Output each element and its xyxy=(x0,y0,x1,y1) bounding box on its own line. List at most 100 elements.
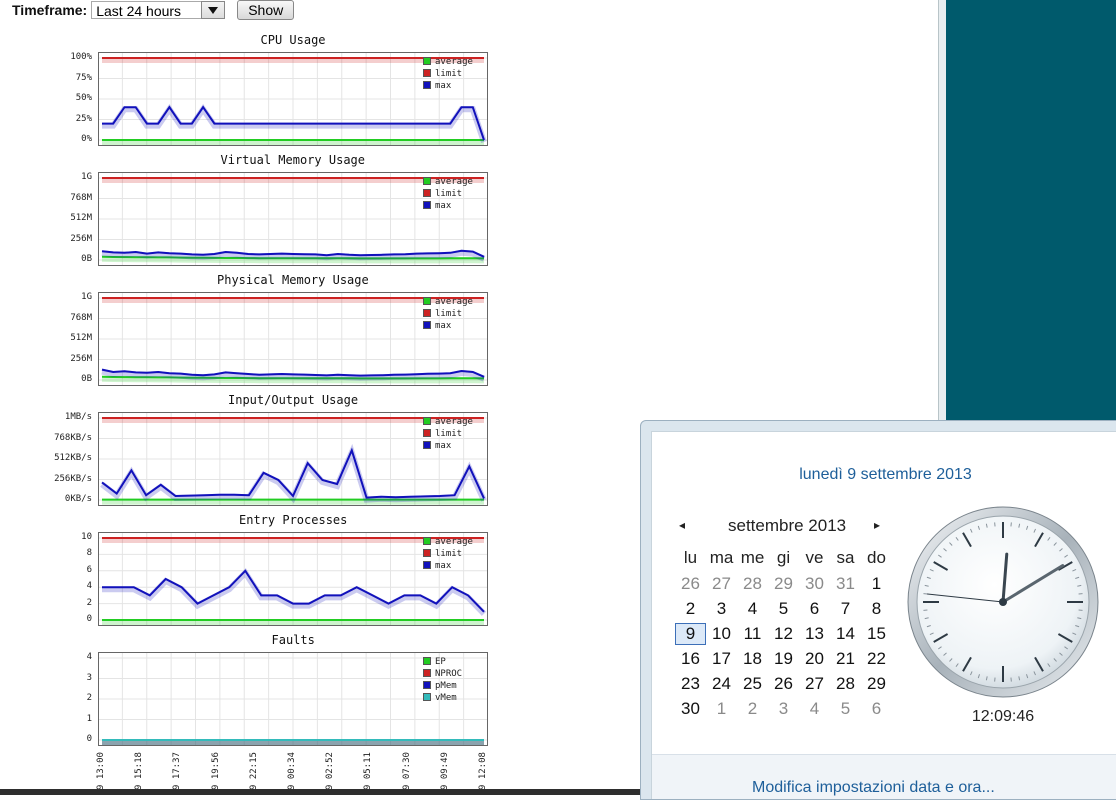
flyout-body: lunedì 9 settembre 2013 ◂ settembre 2013… xyxy=(651,431,1116,799)
calendar-day[interactable]: 28 xyxy=(830,673,861,695)
next-month-icon[interactable]: ▸ xyxy=(874,518,880,532)
calendar-day[interactable]: 31 xyxy=(830,573,861,595)
legend-label: limit xyxy=(435,549,462,559)
calendar-day[interactable]: 14 xyxy=(830,623,861,645)
calendar-day[interactable]: 16 xyxy=(675,648,706,670)
calendar-day[interactable]: 2 xyxy=(675,598,706,620)
calendar-day[interactable]: 29 xyxy=(861,673,892,695)
calendar-day[interactable]: 5 xyxy=(830,698,861,720)
y-tick-label: 8 xyxy=(2,548,92,558)
y-tick-label: 4 xyxy=(2,581,92,591)
calendar-day[interactable]: 20 xyxy=(799,648,830,670)
legend-item-limit: limit xyxy=(423,429,462,439)
calendar-month-label[interactable]: settembre 2013 xyxy=(728,516,846,536)
calendar-day[interactable]: 22 xyxy=(861,648,892,670)
clock-center xyxy=(999,598,1007,606)
legend-item-max: max xyxy=(423,321,451,331)
calendar-day[interactable]: 12 xyxy=(768,623,799,645)
legend-swatch xyxy=(423,81,431,89)
legend-label: pMem xyxy=(435,681,457,691)
timeframe-bar: Timeframe: Last 24 hours Show xyxy=(0,0,294,20)
legend-item-limit: limit xyxy=(423,189,462,199)
calendar-day[interactable]: 28 xyxy=(737,573,768,595)
cpu-usage-chart-title: CPU Usage xyxy=(261,33,326,47)
prev-month-icon[interactable]: ◂ xyxy=(679,518,685,532)
x-tick-label: 9 13:00 xyxy=(96,752,106,790)
calendar-day[interactable]: 10 xyxy=(706,623,737,645)
y-tick-label: 768M xyxy=(2,313,92,323)
calendar-day[interactable]: 3 xyxy=(768,698,799,720)
calendar-day[interactable]: 29 xyxy=(768,573,799,595)
calendar-day[interactable]: 21 xyxy=(830,648,861,670)
legend-label: average xyxy=(435,417,473,427)
x-tick-label: 9 19:56 xyxy=(211,752,221,790)
legend-label: max xyxy=(435,321,451,331)
weekday-header: sa xyxy=(830,548,861,568)
change-date-time-settings-link[interactable]: Modifica impostazioni data e ora... xyxy=(752,779,995,797)
calendar-day[interactable]: 8 xyxy=(861,598,892,620)
calendar-day[interactable]: 2 xyxy=(737,698,768,720)
calendar-day[interactable]: 11 xyxy=(737,623,768,645)
calendar-day[interactable]: 3 xyxy=(706,598,737,620)
y-tick-label: 256KB/s xyxy=(2,474,92,484)
y-tick-label: 0KB/s xyxy=(2,494,92,504)
legend-label: average xyxy=(435,297,473,307)
y-tick-label: 768KB/s xyxy=(2,433,92,443)
calendar-day[interactable]: 30 xyxy=(799,573,830,595)
legend-item-pmem: pMem xyxy=(423,681,457,691)
calendar-day[interactable]: 30 xyxy=(675,698,706,720)
timeframe-value: Last 24 hours xyxy=(96,3,181,19)
legend-label: limit xyxy=(435,309,462,319)
y-tick-label: 0B xyxy=(2,374,92,384)
calendar-day[interactable]: 24 xyxy=(706,673,737,695)
legend-item-ep: EP xyxy=(423,657,446,667)
full-date-link[interactable]: lunedì 9 settembre 2013 xyxy=(652,466,1116,484)
calendar-day[interactable]: 25 xyxy=(737,673,768,695)
legend-swatch xyxy=(423,561,431,569)
calendar-day[interactable]: 26 xyxy=(768,673,799,695)
legend-swatch xyxy=(423,669,431,677)
calendar-day[interactable]: 7 xyxy=(830,598,861,620)
legend-label: average xyxy=(435,537,473,547)
calendar-day[interactable]: 15 xyxy=(861,623,892,645)
calendar-day[interactable]: 1 xyxy=(706,698,737,720)
x-tick-label: 9 02:52 xyxy=(325,752,335,790)
calendar-day[interactable]: 27 xyxy=(799,673,830,695)
legend-item-average: average xyxy=(423,417,473,427)
calendar-day[interactable]: 5 xyxy=(768,598,799,620)
y-tick-label: 50% xyxy=(2,93,92,103)
calendar-day[interactable]: 23 xyxy=(675,673,706,695)
calendar-day[interactable]: 4 xyxy=(799,698,830,720)
legend-swatch xyxy=(423,537,431,545)
legend-item-average: average xyxy=(423,297,473,307)
legend-item-max: max xyxy=(423,441,451,451)
calendar-day[interactable]: 19 xyxy=(768,648,799,670)
calendar-day[interactable]: 17 xyxy=(706,648,737,670)
legend-label: NPROC xyxy=(435,669,462,679)
calendar-day[interactable]: 27 xyxy=(706,573,737,595)
calendar-day[interactable]: 6 xyxy=(861,698,892,720)
calendar-day[interactable]: 6 xyxy=(799,598,830,620)
y-tick-label: 100% xyxy=(2,52,92,62)
x-tick-label: 9 00:34 xyxy=(287,752,297,790)
legend-swatch xyxy=(423,417,431,425)
calendar-day-today[interactable]: 9 xyxy=(675,623,706,645)
show-button[interactable]: Show xyxy=(237,0,294,20)
legend-label: max xyxy=(435,561,451,571)
y-tick-label: 256M xyxy=(2,234,92,244)
calendar-day[interactable]: 13 xyxy=(799,623,830,645)
weekday-header: me xyxy=(737,548,768,568)
legend-label: limit xyxy=(435,429,462,439)
digital-time: 12:09:46 xyxy=(918,708,1088,726)
timeframe-select[interactable]: Last 24 hours xyxy=(91,1,225,19)
calendar-day[interactable]: 4 xyxy=(737,598,768,620)
calendar-day[interactable]: 26 xyxy=(675,573,706,595)
legend-swatch xyxy=(423,57,431,65)
legend-swatch xyxy=(423,681,431,689)
calendar-day[interactable]: 1 xyxy=(861,573,892,595)
y-tick-label: 768M xyxy=(2,193,92,203)
dropdown-arrow-icon[interactable] xyxy=(201,1,225,19)
legend-item-average: average xyxy=(423,537,473,547)
legend-swatch xyxy=(423,69,431,77)
calendar-day[interactable]: 18 xyxy=(737,648,768,670)
